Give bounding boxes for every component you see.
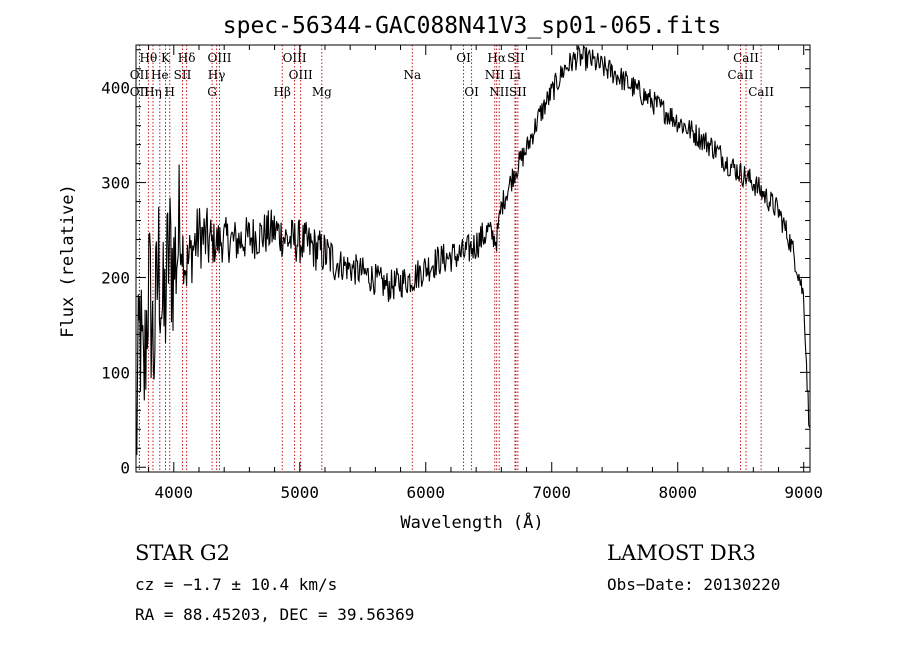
axes: 4000 5000 6000 7000 8000 9000 0 100 200 300 400 bbox=[101, 45, 823, 502]
line-label: OIII bbox=[207, 51, 231, 65]
y-tick-label: 0 bbox=[120, 458, 130, 477]
x-tick-label: 6000 bbox=[406, 483, 445, 502]
line-label: NII bbox=[485, 68, 505, 82]
y-tick-label: 100 bbox=[101, 363, 130, 382]
line-label: OII bbox=[130, 85, 150, 99]
line-label: CaII bbox=[733, 51, 759, 65]
line-label: H bbox=[165, 85, 175, 99]
y-tick-label: 400 bbox=[101, 79, 130, 98]
x-tick-label: 9000 bbox=[784, 483, 823, 502]
plot-frame bbox=[135, 44, 811, 473]
line-label: He bbox=[151, 68, 169, 82]
object-class: STAR G2 bbox=[135, 541, 231, 565]
y-tick-label: 300 bbox=[101, 174, 130, 193]
line-label: K bbox=[161, 51, 171, 65]
spectrum-line bbox=[135, 45, 811, 456]
line-label: NII bbox=[489, 85, 509, 99]
y-tick-label: 200 bbox=[101, 268, 130, 287]
chart-title: spec-56344-GAC088N41V3_sp01-065.fits bbox=[223, 13, 722, 39]
line-label: Hη bbox=[144, 85, 162, 99]
line-label: OIII bbox=[289, 68, 313, 82]
line-label: Mg bbox=[312, 85, 332, 99]
line-label: Hθ bbox=[139, 51, 157, 65]
line-label: Li bbox=[509, 68, 521, 82]
x-axis-label: Wavelength (Å) bbox=[400, 511, 543, 533]
redshift-cz: cz = −1.7 ± 10.4 km/s bbox=[135, 575, 338, 594]
line-label: SII bbox=[174, 68, 192, 82]
line-label: OI bbox=[456, 51, 471, 65]
line-label: G bbox=[207, 85, 217, 99]
line-label: SII bbox=[509, 85, 527, 99]
line-label: CaII bbox=[748, 85, 774, 99]
x-tick-label: 8000 bbox=[658, 483, 697, 502]
line-label: OII bbox=[130, 68, 150, 82]
line-label: OIII bbox=[283, 51, 307, 65]
line-label: Na bbox=[403, 68, 421, 82]
line-label: Hβ bbox=[274, 85, 291, 99]
x-tick-label: 5000 bbox=[281, 483, 320, 502]
observation-date: Obs−Date: 20130220 bbox=[607, 575, 781, 594]
line-label: Hγ bbox=[208, 68, 226, 82]
line-label: Hδ bbox=[178, 51, 196, 65]
line-label: OI bbox=[464, 85, 479, 99]
line-label: Hα bbox=[487, 51, 506, 65]
survey-name: LAMOST DR3 bbox=[607, 541, 756, 565]
y-axis-label: Flux (relative) bbox=[58, 184, 78, 338]
ra-dec: RA = 88.45203, DEC = 39.56369 bbox=[135, 605, 415, 624]
x-tick-label: 7000 bbox=[532, 483, 571, 502]
line-label: CaII bbox=[728, 68, 754, 82]
x-tick-label: 4000 bbox=[155, 483, 194, 502]
line-label: SII bbox=[507, 51, 525, 65]
